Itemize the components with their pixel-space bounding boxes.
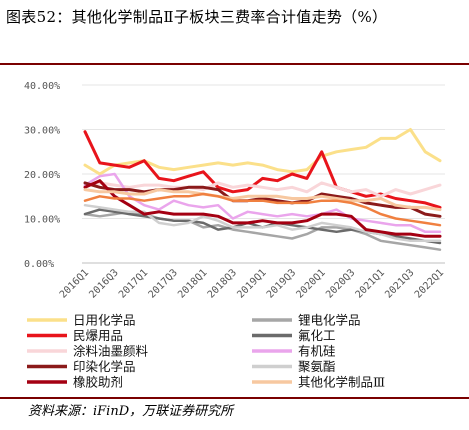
legend-label: 聚氨酯 <box>298 359 336 374</box>
legend-label: 锂电化学品 <box>298 313 361 328</box>
legend-label: 橡胶助剂 <box>73 375 123 390</box>
chart-svg: 0.00% 10.00% 20.00% 30.00% 40.00% 2016Q12016Q… <box>24 81 446 390</box>
x-tick-label: 2016Q3 <box>87 267 120 300</box>
legend-label: 日用化学品 <box>73 313 136 328</box>
series-line <box>83 130 442 209</box>
series-line <box>83 179 442 238</box>
x-tick-label: 2019Q3 <box>265 267 298 300</box>
x-tick-label: 2018Q1 <box>176 267 209 300</box>
source-note: 资料来源：iFinD，万联证券研究所 <box>28 404 234 419</box>
bottom-rule <box>0 397 469 399</box>
series-line <box>83 181 442 218</box>
legend-label: 涂料油墨颜料 <box>73 344 149 359</box>
x-tick-label: 2019Q1 <box>235 267 268 300</box>
x-tick-label: 2017Q3 <box>147 267 180 300</box>
legend-label: 氟化工 <box>298 328 336 343</box>
legend-label: 印染化学品 <box>73 359 136 374</box>
series-line <box>83 181 442 198</box>
series-line <box>83 210 442 251</box>
y-tick-label: 40.00% <box>24 81 60 92</box>
chart-title: 图表52：其他化学制品Ⅱ子板块三费率合计值走势（%） <box>6 8 388 26</box>
x-tick-label: 2021Q1 <box>354 267 387 300</box>
legend-label: 其他化学制品Ⅲ <box>298 375 385 390</box>
y-tick-label: 0.00% <box>24 259 54 270</box>
x-tick-label: 2016Q1 <box>58 267 91 300</box>
top-rule <box>0 63 469 65</box>
x-tick-label: 2018Q3 <box>206 267 239 300</box>
series-line <box>83 203 442 243</box>
legend-label: 有机硅 <box>298 344 336 359</box>
series-line <box>83 192 442 227</box>
x-tick-label: 2020Q1 <box>294 267 327 300</box>
x-tick-label: 2022Q1 <box>413 267 446 300</box>
series-line <box>83 188 442 212</box>
x-tick-label: 2017Q1 <box>117 267 150 300</box>
series-line <box>83 172 442 234</box>
x-tick-label: 2021Q3 <box>383 267 416 300</box>
series-line <box>83 128 442 176</box>
y-tick-label: 10.00% <box>24 215 60 226</box>
legend-label: 民爆用品 <box>73 328 123 343</box>
x-tick-label: 2020Q3 <box>324 267 357 300</box>
y-tick-label: 20.00% <box>24 170 60 181</box>
y-tick-label: 30.00% <box>24 126 60 137</box>
